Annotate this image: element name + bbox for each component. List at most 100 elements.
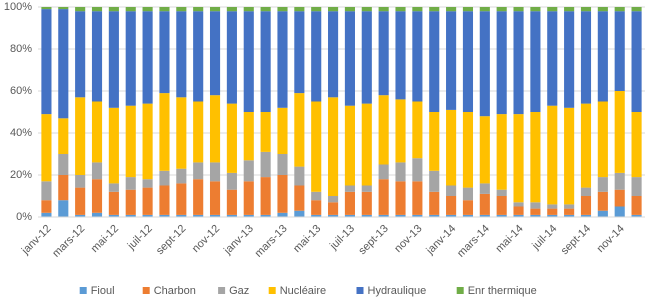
bar-segment [159,185,170,215]
bar-segment [462,200,474,215]
bar-segment [41,9,52,115]
bar-segment [513,11,524,115]
bar-segment [446,185,457,196]
bar-segment [125,105,136,178]
bar-segment [530,11,541,113]
bar-segment [547,105,558,205]
bar-segment [193,11,204,102]
bar-segment [395,7,406,12]
bar-segment [226,103,237,173]
bar-segment [328,97,339,196]
bar-segment [41,212,52,217]
bar-segment [614,7,625,12]
bar-segment [631,7,642,12]
x-tick-label: nov-12 [190,223,222,255]
bar-segment [479,214,490,217]
x-tick-label: sept-14 [559,223,593,257]
bar-segment [277,175,288,213]
bar-segment [58,118,69,154]
bar-segment [361,191,372,215]
bar-segment [564,107,575,205]
bar-segment [564,204,575,209]
bar-segment [361,11,372,104]
bar-segment [597,210,608,217]
bar-segment [277,212,288,217]
bar-segment [226,172,237,190]
bar-segment [429,112,440,171]
bar-segment [496,7,507,12]
bar-segment [125,11,136,106]
bar-segment [311,7,322,12]
bar-segment [226,11,237,104]
x-tick-label: janv-12 [19,223,54,258]
legend-swatch [79,287,87,294]
x-tick-label: juil-12 [125,223,155,253]
x-tick-label: mars-12 [50,223,87,260]
bar-segment [530,7,541,12]
y-tick-label: 20% [10,169,32,181]
bar-segment [58,154,69,175]
bar-segment [311,11,322,102]
bar-segment [597,177,608,192]
bar-segment [580,187,592,196]
bar-segment [41,181,52,201]
bar-segment [530,214,541,217]
bar-segment [159,93,170,171]
bar-segment [142,187,153,215]
bar-segment [260,7,271,12]
bar-segment [597,191,608,211]
bar-segment [429,170,440,192]
bar-segment [479,11,490,117]
bar-segment [260,214,271,217]
bar-segment [496,196,507,215]
bar-segment [631,214,642,217]
bar-segment [631,196,642,215]
x-tick-label: juil-13 [327,223,357,253]
bar-segment [142,179,153,188]
bar-segment [75,175,86,188]
bar-segment [530,112,541,203]
bar-segment [395,99,406,163]
bar-segment [142,214,153,217]
legend-label: Charbon [154,285,196,297]
bar-segment [361,103,372,186]
bar-segment [378,164,389,180]
bar-segment [243,181,254,215]
bar-segment [209,95,221,163]
bar-segment [496,114,507,190]
bar-segment [479,116,490,184]
bar-segment [294,185,305,211]
bar-segment [294,166,305,186]
bar-segment [631,112,642,178]
bar-segment [75,7,86,12]
bar-segment [159,214,170,217]
bar-segment [378,214,389,217]
bar-segment [91,212,103,217]
bar-segment [580,7,592,12]
bar-segment [91,7,103,12]
bar-segment [260,177,271,215]
x-tick-label: mars-13 [253,223,290,260]
bar-segment [462,112,474,188]
bar-segment [513,206,524,215]
bar-segment [125,189,136,215]
y-tick-label: 40% [10,127,32,139]
bar-segment [176,7,187,12]
bar-segment [496,11,507,115]
bar-segment [176,97,187,169]
bar-segment [243,7,254,12]
bar-segment [547,208,558,215]
bar-segment [159,11,170,94]
bar-segment [344,191,355,215]
bar-segment [597,7,608,12]
bar-segment [243,11,254,113]
bar-segment [209,181,221,215]
bar-segment [344,185,355,192]
bar-segment [260,112,271,152]
bar-segment [108,107,119,184]
bar-segment [614,189,625,207]
bar-segment [580,11,592,104]
bar-segment [311,101,322,192]
bar-segment [597,11,608,102]
bar-segment [277,11,288,108]
